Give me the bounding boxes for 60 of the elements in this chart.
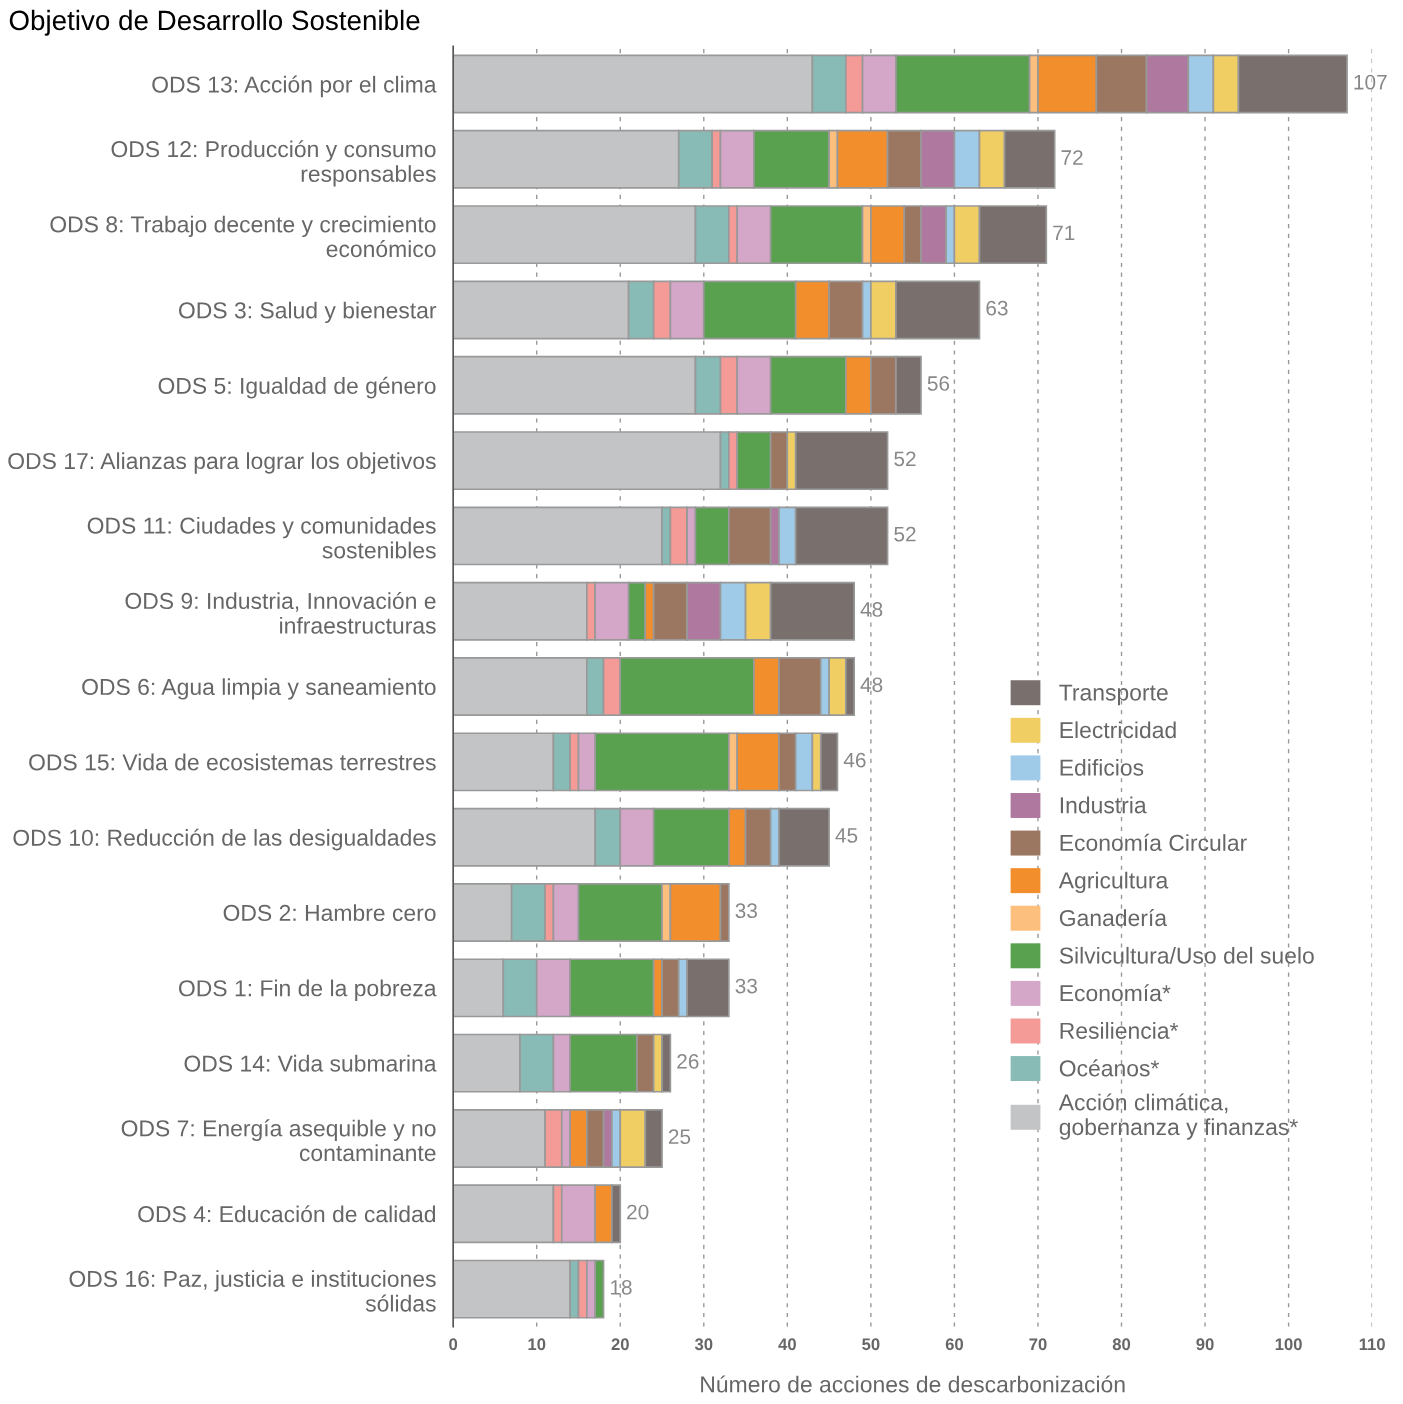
y-tick-label: ODS 7: Energía asequible y no contaminante — [121, 1119, 436, 1162]
y-tick-label: ODS 8: Trabajo decente y crecimiento económico — [50, 215, 436, 258]
total-label: 107 — [1354, 74, 1387, 90]
y-tick-label: ODS 13: Acción por el clima — [152, 75, 437, 98]
legend-label: Transporte — [1059, 684, 1168, 706]
total-label: 48 — [860, 602, 883, 617]
total-label: 26 — [677, 1054, 699, 1069]
x-tick-label: 80 — [1112, 1338, 1131, 1351]
x-tick-label: 30 — [694, 1338, 713, 1351]
legend-label: Economía Circular — [1060, 833, 1247, 851]
legend-label: Electricidad — [1060, 721, 1176, 739]
y-tick-label: ODS 15: Vida de ecosistemas terrestres — [29, 753, 436, 771]
x-tick-label: 0 — [449, 1338, 458, 1351]
y-tick-label: ODS 4: Educación de calidad — [138, 1205, 436, 1223]
total-label: 33 — [735, 903, 757, 919]
legend-label: Edificios — [1060, 758, 1144, 776]
legend-label: Economía* — [1060, 984, 1171, 1002]
y-tick-label: ODS 12: Producción y consumo responsables — [111, 140, 436, 187]
legend-label: Ganadería — [1059, 909, 1168, 927]
legend-label: Industria — [1060, 796, 1147, 814]
legend-label: Océanos* — [1059, 1059, 1160, 1077]
x-axis-title: Número de acciones de descarbonización — [701, 1375, 1125, 1393]
x-tick-label: 40 — [778, 1338, 796, 1351]
y-tick-label: ODS 17: Alianzas para lograr los objetivos — [8, 452, 436, 474]
y-tick-label: ODS 1: Fin de la pobreza — [179, 979, 437, 1001]
total-label: 46 — [843, 752, 866, 768]
y-tick-label: ODS 5: Igualdad de género — [158, 376, 436, 399]
y-tick-label: ODS 11: Ciudades y comunidades sostenibles — [87, 516, 436, 559]
x-tick-label: 60 — [945, 1338, 964, 1351]
y-tick-label: ODS 6: Agua limpia y saneamiento — [82, 678, 436, 700]
legend-label: Agricultura — [1058, 871, 1169, 894]
legend-label: Acción climática, gobernanza y finanzas* — [1058, 1093, 1298, 1140]
total-label: 63 — [986, 300, 1008, 316]
y-tick-label: ODS 10: Reducción de las desigualdades — [13, 828, 436, 851]
x-tick-label: 90 — [1196, 1338, 1214, 1351]
text: Objetivo de Desarrollo Sostenible — [9, 9, 420, 36]
total-label: 20 — [627, 1204, 649, 1220]
x-tick-label: 70 — [1029, 1338, 1047, 1351]
total-label: 18 — [610, 1279, 632, 1295]
y-tick-label: ODS 16: Paz, justicia e instituciones sólidas — [69, 1270, 436, 1312]
x-tick-label: 20 — [611, 1338, 629, 1351]
y-tick-label: ODS 3: Salud y bienestar — [179, 301, 437, 324]
x-tick-label: 10 — [528, 1338, 546, 1351]
legend-label: Silvicultura/Uso del suelo — [1059, 946, 1314, 964]
y-tick-label: ODS 9: Industria, Innovación e infraestructuras — [125, 591, 436, 634]
total-label: 52 — [894, 451, 916, 467]
legend-label: Resiliencia* — [1060, 1022, 1179, 1039]
total-label: 48 — [860, 677, 883, 693]
x-tick-label: 50 — [862, 1338, 880, 1351]
total-label: 71 — [1053, 225, 1075, 241]
total-label: 33 — [735, 978, 757, 994]
x-tick-label: 110 — [1359, 1338, 1385, 1351]
total-label: 72 — [1061, 150, 1083, 165]
x-tick-label: 100 — [1275, 1338, 1302, 1351]
total-label: 56 — [927, 376, 950, 391]
total-label: 25 — [668, 1129, 691, 1145]
total-label: 45 — [835, 828, 858, 843]
y-tick-label: ODS 14: Vida submarina — [184, 1054, 437, 1072]
y-tick-label: ODS 2: Hambre cero — [223, 904, 436, 922]
total-label: 52 — [894, 526, 916, 542]
